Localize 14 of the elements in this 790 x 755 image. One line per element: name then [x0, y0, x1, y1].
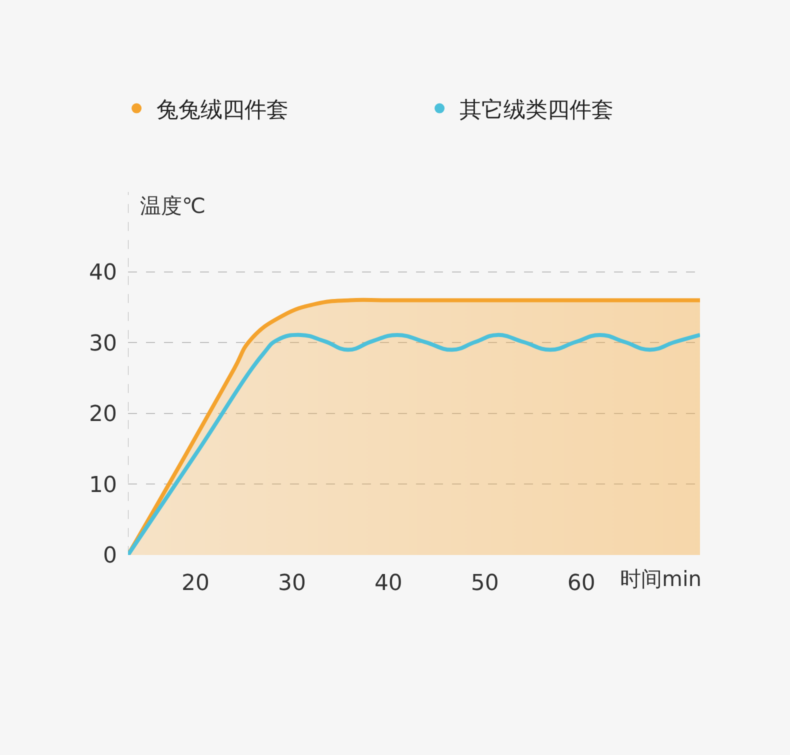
y-tick-label: 0 — [103, 544, 117, 569]
y-tick-label: 10 — [89, 472, 117, 498]
y-tick-label: 40 — [89, 260, 117, 286]
y-tick-label: 30 — [89, 331, 117, 356]
y-axis-title: 温度℃ — [140, 194, 206, 218]
x-tick-label: 40 — [374, 571, 402, 596]
x-tick-label: 60 — [567, 571, 596, 596]
legend-label: 其它绒类四件套 — [460, 98, 614, 123]
y-tick-label: 20 — [89, 402, 117, 428]
x-tick-label: 20 — [182, 571, 210, 596]
x-tick-label: 30 — [278, 571, 306, 596]
x-tick-label: 50 — [470, 571, 499, 596]
x-axis-title: 时间min — [620, 567, 702, 591]
legend-label: 兔兔绒四件套 — [156, 98, 289, 123]
